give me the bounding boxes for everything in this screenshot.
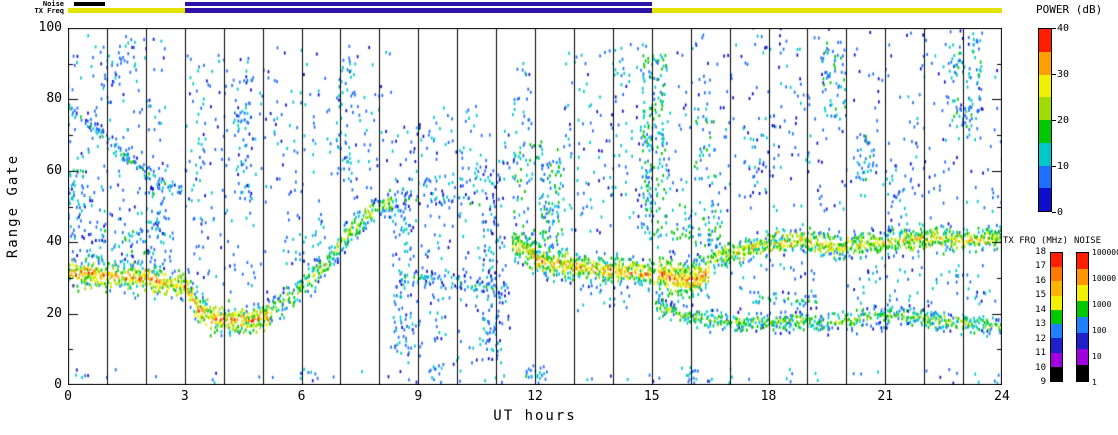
power-tick [1052,212,1056,213]
noise-tick-label: 1000 [1092,300,1112,309]
colorbar-segment [1077,333,1088,349]
colorbar-segment [1077,285,1088,301]
tx-frq-tick-label: 18 [1035,247,1046,257]
x-tick-label: 3 [180,389,189,404]
colorbar-segment [1077,349,1088,365]
power-tick [1052,74,1056,75]
colorbar-segment [1039,97,1051,120]
noise-tick-label: 10000 [1092,274,1117,283]
colorbar-segment [1039,188,1051,211]
x-tick-label: 12 [527,389,543,404]
colorbar-segment [1039,165,1051,189]
power-tick [1052,28,1056,29]
tx-frq-tick-label: 12 [1035,333,1046,344]
colorbar-segment [1051,324,1062,339]
tx-frq-tick-label: 15 [1035,290,1046,301]
noise-strip-segment [184,2,652,6]
colorbar-segment [1051,267,1062,282]
colorbar-segment [1039,29,1051,52]
x-axis-title: UT hours [493,408,577,424]
colorbar-segment [1051,295,1062,310]
x-tick-label: 21 [877,389,894,404]
y-tick-label: 100 [38,20,62,35]
x-tick-label: 6 [297,389,306,404]
rti-scatter-plot [68,28,1002,385]
y-axis-title: Range Gate [5,153,21,259]
power-tick-label: 20 [1057,115,1070,126]
y-tick-label: 0 [54,377,62,392]
y-tick-label: 60 [46,162,62,178]
colorbar-segment [1077,269,1088,285]
noise-colorbar-title: NOISE [1074,236,1102,246]
colorbar-segment [1039,51,1051,75]
colorbar-segment [1039,120,1051,143]
noise-colorbar [1076,252,1089,382]
tx-freq-strip-segment [184,8,652,13]
colorbar-segment [1077,317,1088,333]
colorbar-segment [1077,253,1088,269]
tx-freq-strip [68,8,1002,13]
tx-frq-tick-label: 16 [1035,275,1046,286]
x-tick-label: 15 [643,389,660,404]
power-colorbar [1038,28,1052,212]
tx-frq-colorbar-title: TX FRQ (MHz) [1003,236,1069,246]
noise-strip-label: Noise [42,0,64,8]
power-tick-label: 10 [1057,161,1070,172]
tx-freq-strip-segment [651,8,1002,13]
y-tick-label: 20 [46,305,62,321]
noise-strip-segment [73,2,105,6]
tx-frq-tick-label: 10 [1035,362,1046,373]
colorbar-segment [1051,352,1062,367]
x-tick-label: 24 [994,389,1010,404]
power-colorbar-title: POWER (dB) [1036,3,1103,16]
noise-tick-label: 10 [1092,352,1102,361]
noise-strip [68,2,1002,6]
x-tick-label: 18 [760,389,777,404]
y-tick-label: 40 [46,234,62,250]
colorbar-segment [1051,338,1062,353]
power-tick [1052,166,1056,167]
colorbar-segment [1039,142,1051,166]
colorbar-segment [1051,281,1062,296]
power-tick-label: 0 [1057,207,1064,218]
tx-frq-tick-label: 11 [1035,348,1046,359]
power-tick-label: 40 [1057,23,1070,34]
y-tick-label: 80 [46,91,62,107]
colorbar-segment [1051,309,1062,325]
tx-frq-tick-label: 14 [1035,304,1046,315]
tx-frq-tick-label: 17 [1035,261,1046,272]
tx-frq-colorbar [1050,252,1063,382]
tx-freq-strip-segment [68,8,185,13]
tx-freq-strip-label: TX Freq [34,7,64,15]
noise-tick-label: 100000 [1092,248,1118,257]
colorbar-segment [1077,301,1088,317]
tx-frq-tick-label: 13 [1035,319,1046,330]
colorbar-segment [1039,74,1051,98]
power-tick [1052,120,1056,121]
power-tick-label: 30 [1057,69,1070,80]
x-tick-label: 0 [64,389,72,404]
tx-frq-tick-label: 9 [1040,377,1046,387]
noise-tick-label: 100 [1092,326,1107,335]
x-tick-label: 9 [414,389,423,404]
noise-tick-label: 1 [1092,378,1097,387]
colorbar-segment [1051,366,1062,381]
colorbar-segment [1051,253,1062,268]
colorbar-segment [1077,365,1088,381]
